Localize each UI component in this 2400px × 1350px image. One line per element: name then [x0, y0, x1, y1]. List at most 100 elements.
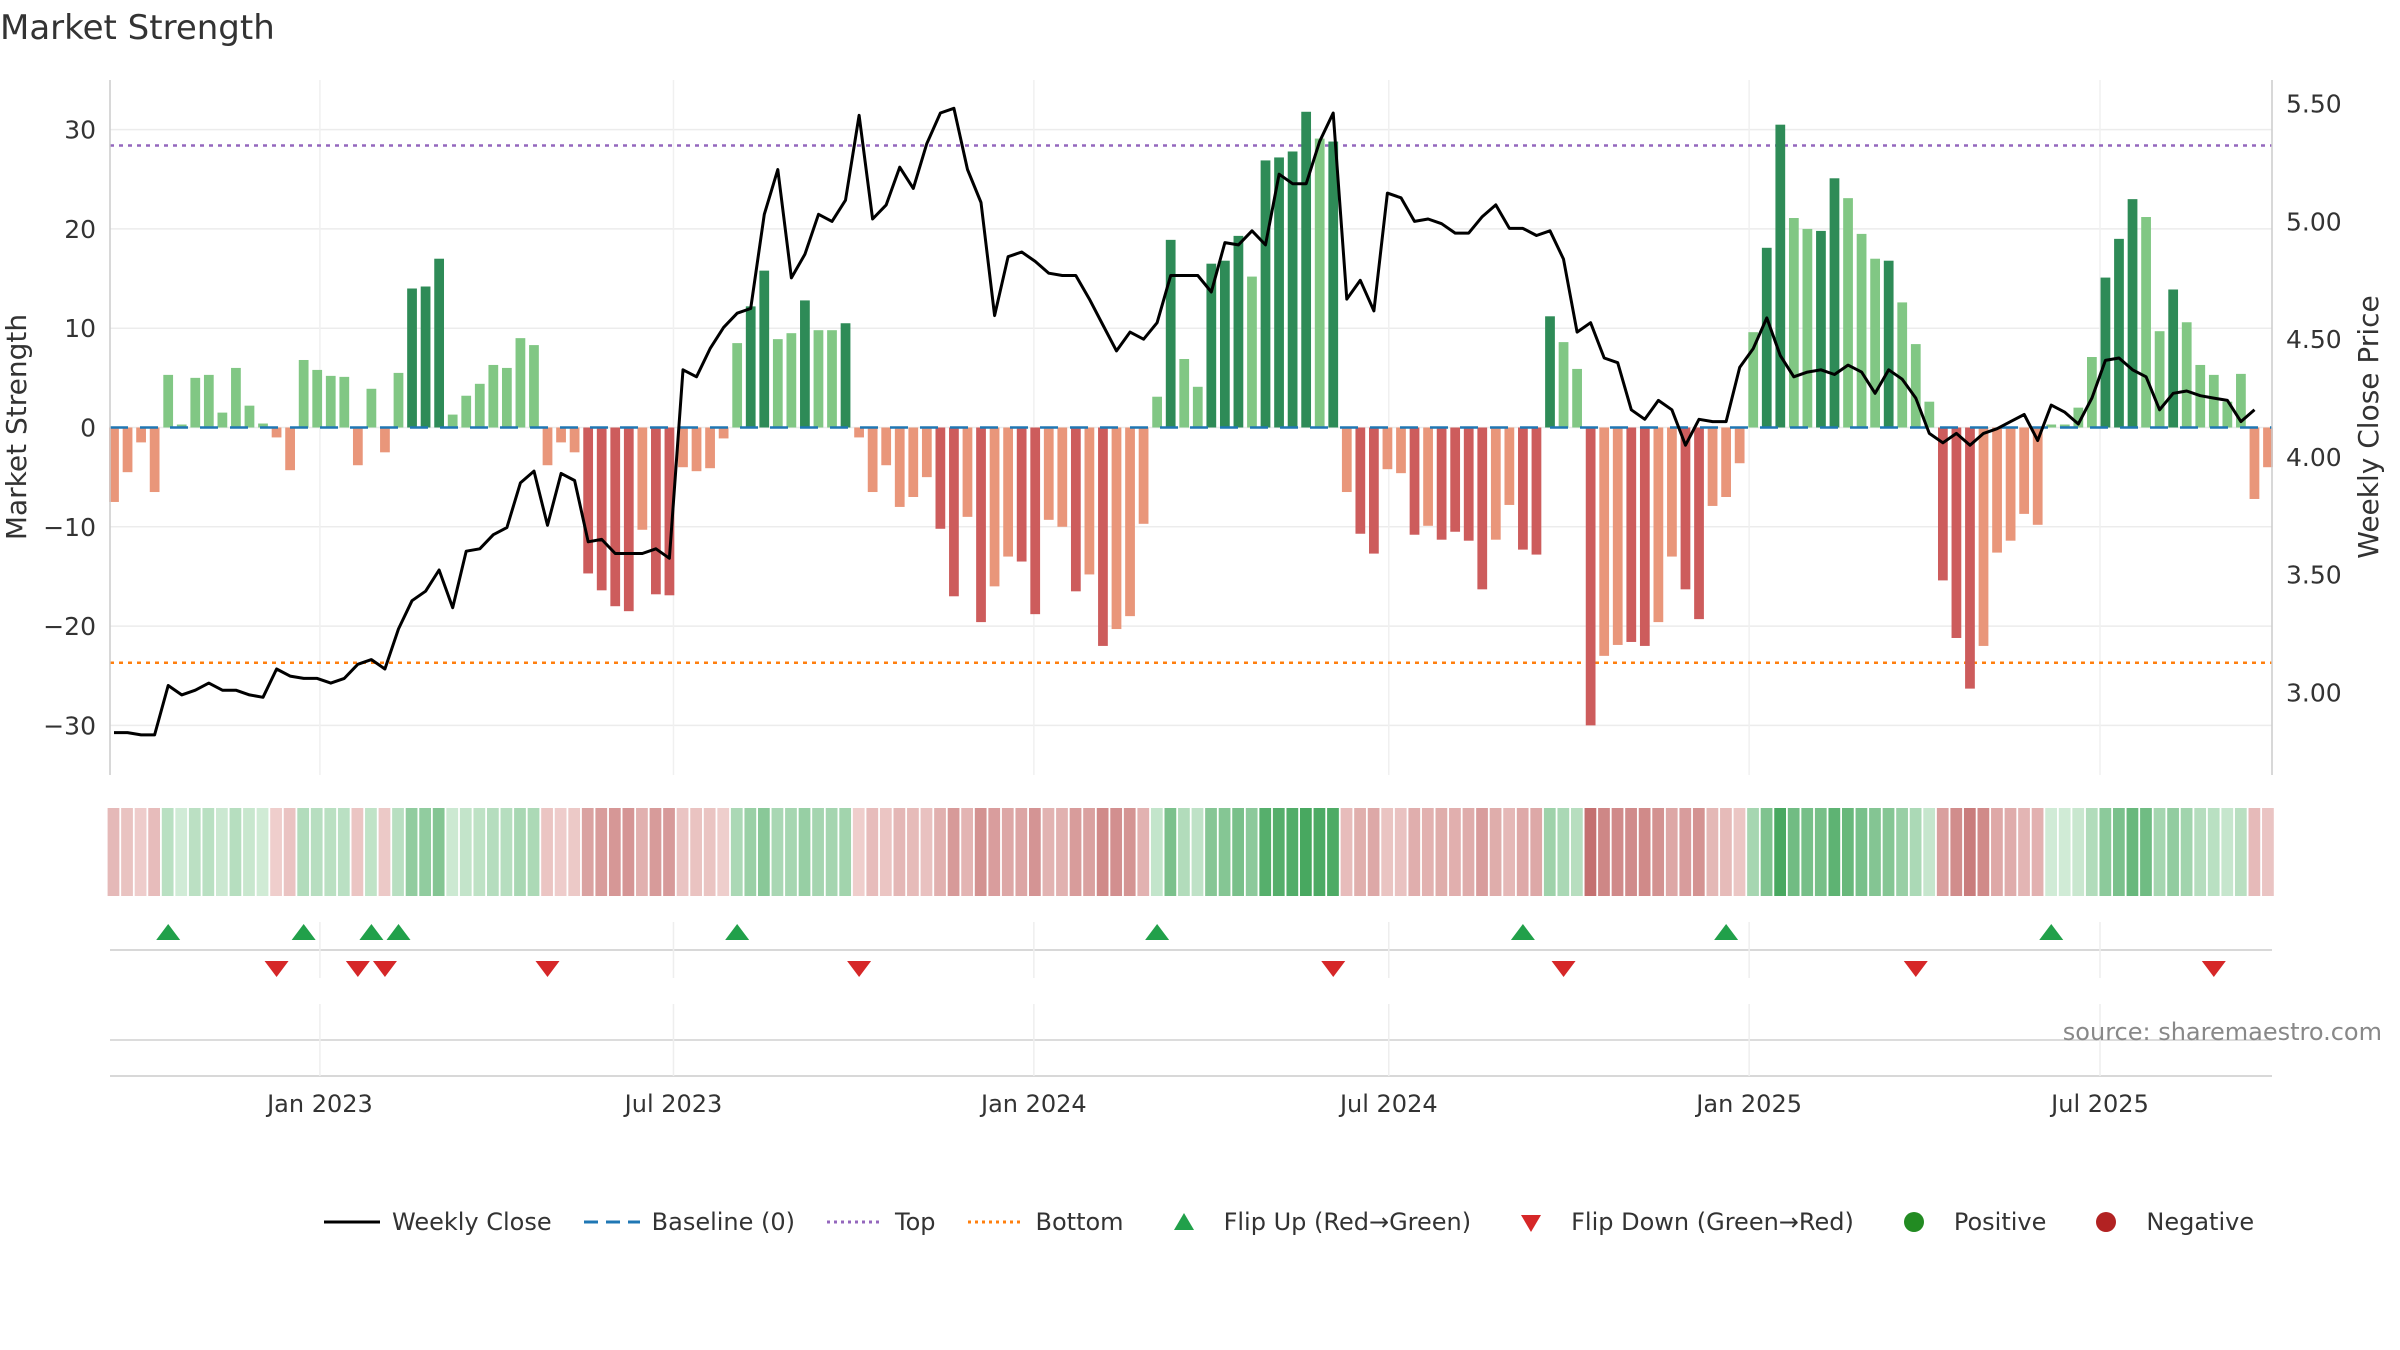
strength-bar — [1287, 151, 1298, 428]
strength-bar — [2114, 238, 2124, 428]
heat-cell — [608, 808, 621, 896]
strength-bar — [664, 427, 675, 596]
legend-item-top: Top — [823, 1208, 936, 1236]
strength-bar — [1626, 427, 1637, 642]
strength-bar — [1518, 427, 1528, 550]
heat-cell — [812, 808, 824, 896]
triangle-down-icon — [1521, 1215, 1542, 1232]
strength-bar — [1152, 396, 1163, 428]
strength-bar — [921, 427, 932, 478]
heat-cell — [1394, 808, 1407, 896]
heat-cell — [1882, 808, 1895, 896]
heat-cell — [1286, 808, 1299, 896]
strength-bar — [2046, 424, 2057, 428]
triangle-up-icon — [1173, 1213, 1194, 1230]
strength-bar — [623, 427, 634, 612]
strength-bar — [556, 427, 566, 443]
heat-cell — [1354, 808, 1366, 896]
strength-bar — [231, 367, 241, 428]
strength-bar — [217, 412, 228, 428]
heat-cell — [2099, 808, 2112, 896]
strength-bar — [1558, 342, 1569, 428]
strength-bar — [1260, 160, 1271, 428]
flip-down-marker — [1321, 961, 1346, 977]
right-tick-label: 4.00 — [2286, 443, 2342, 472]
strength-bar — [1016, 427, 1027, 562]
strength-bar — [610, 427, 621, 607]
heat-cell — [256, 808, 269, 896]
x-tick-label: Jul 2024 — [1338, 1090, 1438, 1118]
heat-cell — [1150, 808, 1163, 896]
heat-cell — [636, 808, 648, 896]
strength-bar — [1382, 427, 1393, 470]
strength-bar — [1992, 427, 2002, 553]
x-tick-label: Jan 2023 — [265, 1090, 373, 1118]
heat-cell — [297, 808, 310, 896]
heat-cell — [2180, 808, 2193, 896]
heat-cell — [1869, 808, 1881, 896]
heat-cell — [1936, 808, 1949, 896]
strength-bar — [1653, 427, 1664, 623]
heat-cell — [1367, 808, 1380, 896]
flip-up-marker — [156, 924, 181, 940]
strength-bar — [976, 427, 986, 623]
flip-up-marker — [291, 924, 316, 940]
strength-bar — [2073, 407, 2084, 428]
heat-cell — [500, 808, 513, 896]
heat-cell — [852, 808, 865, 896]
strength-bar — [1355, 427, 1366, 534]
weekly-close-polyline — [114, 106, 2256, 737]
timeline-axis: Jan 2023 Jul 2023 Jan 2024 Jul 2024 Jan 2025… — [110, 1004, 2272, 1118]
strength-bar — [989, 427, 1000, 587]
strength-bar — [962, 427, 973, 517]
heat-cell — [107, 808, 120, 896]
heat-cell — [446, 808, 459, 896]
heat-cell — [1679, 808, 1692, 896]
heat-cell — [974, 808, 987, 896]
strength-bar — [800, 300, 810, 428]
heat-cell — [1543, 808, 1556, 896]
circle-icon — [1903, 1212, 1924, 1232]
heat-cell — [1164, 808, 1177, 896]
strength-bar — [1504, 427, 1515, 505]
heat-cell — [351, 808, 364, 896]
strength-bar — [2168, 289, 2179, 428]
left-tick-label: 30 — [64, 116, 96, 145]
heat-cell — [1327, 808, 1339, 896]
strength-bar — [1545, 316, 1555, 428]
strength-bar — [1192, 386, 1203, 428]
heat-cell — [663, 808, 675, 896]
strength-bar — [1694, 427, 1704, 620]
heat-cell — [1421, 808, 1434, 896]
heat-cell — [1476, 808, 1488, 896]
heat-cell — [541, 808, 553, 896]
heat-cell — [825, 808, 838, 896]
strength-bar — [2154, 331, 2165, 428]
flip-down-marker — [372, 961, 397, 977]
heat-cell — [216, 808, 228, 896]
heat-cell — [2004, 808, 2017, 896]
strength-bar — [149, 427, 160, 493]
legend-item-baseline: Baseline (0) — [580, 1208, 795, 1236]
heat-cell — [2167, 808, 2179, 896]
strength-bar — [122, 427, 133, 473]
strength-bar — [1721, 427, 1731, 497]
heat-cell — [202, 808, 215, 896]
heat-cell — [1909, 808, 1922, 896]
strength-bar — [772, 339, 783, 428]
strength-bar — [732, 343, 743, 428]
heat-cell — [419, 808, 431, 896]
heat-cell — [378, 808, 391, 896]
heat-cell — [961, 808, 973, 896]
strength-bar — [1856, 233, 1867, 428]
strength-bar — [1219, 260, 1230, 428]
strength-bar — [2127, 199, 2138, 428]
heat-cell — [785, 808, 797, 896]
heat-cell — [1625, 808, 1637, 896]
strength-bar — [2249, 427, 2260, 499]
strength-bar — [1057, 427, 1068, 527]
heat-cell — [1015, 808, 1028, 896]
heat-cell — [2085, 808, 2098, 896]
strength-bar — [1165, 239, 1176, 428]
